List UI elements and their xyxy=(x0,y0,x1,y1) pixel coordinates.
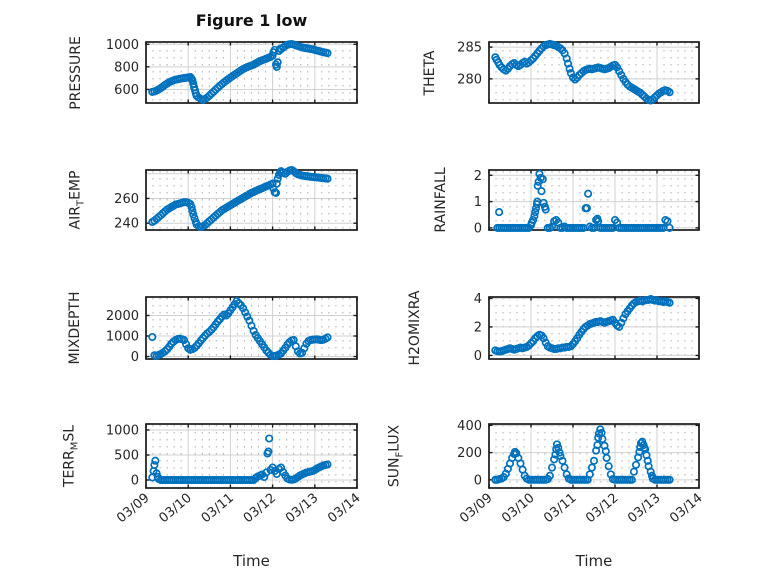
svg-text:4: 4 xyxy=(474,292,482,307)
svg-text:1: 1 xyxy=(474,195,482,210)
svg-text:0: 0 xyxy=(474,349,482,364)
y-axis-label-theta: THETA xyxy=(422,50,438,95)
y-tick-labels: 0 1000 2000 xyxy=(106,309,139,365)
svg-text:0: 0 xyxy=(474,221,482,236)
plot-box xyxy=(145,41,358,104)
scatter-series-theta xyxy=(491,39,674,105)
y-axis-label-rainfall: RAINFALL xyxy=(433,167,449,233)
major-grid xyxy=(147,43,356,102)
scatter-series-h2omixra xyxy=(491,295,674,356)
subplot-theta: 280 285 xyxy=(457,39,700,105)
x-axis-label-right: Time xyxy=(575,552,613,570)
svg-text:03/09: 03/09 xyxy=(114,491,152,527)
svg-text:0: 0 xyxy=(131,474,139,489)
svg-text:03/13: 03/13 xyxy=(625,491,663,527)
y-tick-labels: 600 800 1000 xyxy=(106,38,139,98)
plot-box xyxy=(145,423,358,489)
major-grid xyxy=(147,298,356,358)
tick-marks xyxy=(145,170,358,230)
subplot-air-temp: 240 260 xyxy=(114,165,358,232)
svg-text:1000: 1000 xyxy=(106,424,139,439)
y-axis-label-sun-flux: SUNFLUX xyxy=(386,424,406,488)
plot-box xyxy=(488,41,700,104)
minor-grid xyxy=(152,43,351,102)
subplot-rainfall: 0 1 2 xyxy=(474,169,700,237)
scatter-series-sun-flux xyxy=(491,425,674,484)
scatter-series-air-temp xyxy=(148,165,332,231)
svg-text:500: 500 xyxy=(114,449,139,464)
tick-marks xyxy=(145,424,358,488)
tick-marks xyxy=(488,42,700,103)
y-tick-labels: 0 200 400 xyxy=(457,419,482,488)
y-tick-labels: 0 2 4 xyxy=(474,292,482,364)
scatter-series-terr-msl xyxy=(148,434,332,485)
svg-text:280: 280 xyxy=(457,72,482,87)
subplot-terr-msl: 0 500 1000 03/09 03/10 03/11 03/12 03/13 03/14 xyxy=(106,423,364,527)
subplot-h2omixra: 0 2 4 xyxy=(474,292,700,364)
svg-text:240: 240 xyxy=(114,217,139,232)
svg-text:03/14: 03/14 xyxy=(667,491,705,527)
subplot-sun-flux: 0 200 400 03/09 03/10 03/11 03/12 03/13 03/14 xyxy=(457,419,705,526)
svg-text:03/10: 03/10 xyxy=(499,491,537,527)
svg-text:03/09: 03/09 xyxy=(457,491,495,527)
plot-box xyxy=(488,296,700,360)
major-grid xyxy=(490,43,698,102)
scatter-series-pressure xyxy=(148,39,332,104)
y-axis-label-air-temp: AIRTEMP xyxy=(67,170,87,230)
y-tick-labels: 240 260 xyxy=(114,192,139,232)
svg-text:2000: 2000 xyxy=(106,309,139,324)
y-axis-label-h2omixra: H2OMIXRA xyxy=(407,290,423,366)
y-axis-label-pressure: PRESSURE xyxy=(68,35,84,110)
minor-grid xyxy=(495,171,693,229)
y-axis-label-terr-msl: TERRMSL xyxy=(61,424,81,488)
svg-text:03/10: 03/10 xyxy=(156,491,194,527)
svg-text:2: 2 xyxy=(474,169,482,184)
svg-text:285: 285 xyxy=(457,41,482,56)
plot-box xyxy=(145,296,358,360)
x-tick-labels: 03/09 03/10 03/11 03/12 03/13 03/14 xyxy=(457,491,705,527)
svg-text:600: 600 xyxy=(114,83,139,98)
scatter-series-rainfall xyxy=(493,169,674,232)
subplot-mixdepth: 0 1000 2000 xyxy=(106,296,358,365)
tick-marks xyxy=(488,424,700,488)
x-axis-label-left: Time xyxy=(233,552,270,570)
tick-marks xyxy=(145,42,358,103)
tick-marks xyxy=(488,297,700,359)
y-tick-labels: 0 1 2 xyxy=(474,169,482,237)
y-axis-label-mixdepth: MIXDEPTH xyxy=(67,291,83,365)
svg-text:0: 0 xyxy=(474,473,482,488)
svg-text:0: 0 xyxy=(131,350,139,365)
svg-text:03/11: 03/11 xyxy=(541,491,579,527)
svg-text:1000: 1000 xyxy=(106,38,139,53)
figure-title: Figure 1 low xyxy=(195,11,308,30)
x-tick-labels: 03/09 03/10 03/11 03/12 03/13 03/14 xyxy=(114,491,363,527)
svg-text:2: 2 xyxy=(474,320,482,335)
svg-text:200: 200 xyxy=(457,446,482,461)
plot-box xyxy=(145,169,358,231)
svg-text:1000: 1000 xyxy=(106,330,139,345)
svg-text:03/13: 03/13 xyxy=(283,491,321,527)
svg-text:03/12: 03/12 xyxy=(583,491,621,527)
svg-text:03/11: 03/11 xyxy=(199,491,237,527)
subplot-pressure: 600 800 1000 xyxy=(106,38,358,104)
scatter-series-mixdepth xyxy=(148,297,332,361)
y-tick-labels: 280 285 xyxy=(457,41,482,88)
y-tick-labels: 0 500 1000 xyxy=(106,424,139,489)
plot-box xyxy=(488,423,700,489)
svg-text:03/14: 03/14 xyxy=(325,491,363,527)
svg-text:260: 260 xyxy=(114,192,139,207)
svg-text:400: 400 xyxy=(457,419,482,434)
svg-text:800: 800 xyxy=(114,60,139,75)
tick-marks xyxy=(145,297,358,359)
svg-text:03/12: 03/12 xyxy=(241,491,279,527)
